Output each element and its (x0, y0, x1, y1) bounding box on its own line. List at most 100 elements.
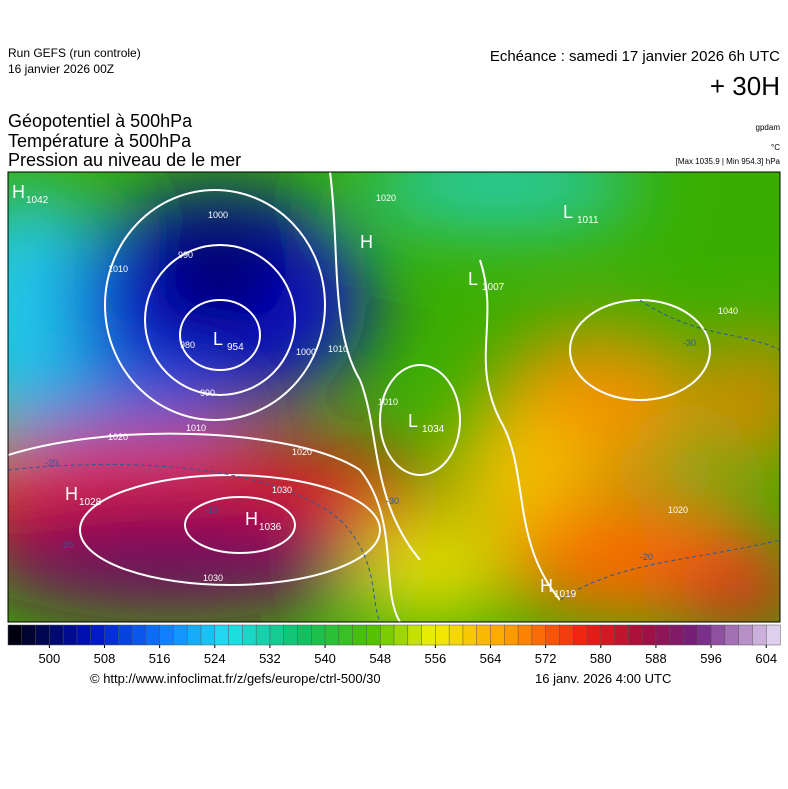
colorbar-cell (269, 624, 285, 646)
colorbar-cell (448, 624, 464, 646)
colorbar-cell (517, 624, 533, 646)
colorbar-cell (765, 624, 781, 646)
isobar-label: 1030 (203, 573, 223, 583)
colorbar-cell (159, 624, 174, 646)
colorbar-label: 508 (94, 651, 116, 666)
colorbar-label: 532 (259, 651, 281, 666)
title: Température à 500hPa (8, 131, 192, 151)
colorbar-cell (628, 624, 643, 646)
colorbar-cell (710, 624, 726, 646)
issued: 16 janv. 2026 4:00 UTC (535, 671, 671, 686)
center-value: 1028 (79, 497, 102, 508)
center-letter: L (408, 411, 418, 431)
colorbar-cell (641, 624, 657, 646)
colorbar-label: 588 (645, 651, 667, 666)
isobars (8, 172, 711, 622)
colorbar-cell (738, 624, 753, 646)
colorbar-cell (655, 624, 671, 646)
center-value: 954 (227, 342, 244, 353)
colorbar-label: 524 (204, 651, 226, 666)
colorbar-cell (559, 624, 574, 646)
center-letter: L (213, 329, 223, 349)
colorbar-label: 516 (149, 651, 171, 666)
colorbar-cell (572, 624, 588, 646)
colorbar-cell (324, 624, 340, 646)
center-letter: H (540, 576, 553, 596)
colorbar-label: 500 (39, 651, 61, 666)
colorbar-cell (504, 624, 519, 646)
colorbar-cell (683, 624, 698, 646)
colorbar-cell (545, 624, 560, 646)
isobar-label: 1020 (108, 432, 128, 442)
colorbar-cell (724, 624, 740, 646)
colorbar-cell (255, 624, 271, 646)
colorbar-cell (49, 624, 64, 646)
isobar-label: 990 (178, 250, 193, 260)
colorbar-cell (338, 624, 354, 646)
center-letter: H (65, 484, 78, 504)
colorbar-cell (586, 624, 602, 646)
colorbar-cell (145, 624, 161, 646)
run-date: 16 janvier 2026 00Z (8, 62, 114, 76)
colorbar-cell (7, 624, 23, 646)
center-letter: H (245, 509, 258, 529)
isobar-label: 1010 (328, 344, 348, 354)
colorbar-cell (407, 624, 423, 646)
colorbar-cell (311, 624, 326, 646)
colorbar-cell (186, 624, 202, 646)
unit: gpdam (756, 123, 781, 132)
isobar-label: 1000 (208, 210, 228, 220)
valid-time: Echéance : samedi 17 janvier 2026 6h UTC (490, 48, 780, 65)
isobar-label: 1020 (292, 447, 312, 457)
colorbar-cell (131, 624, 147, 646)
title: Géopotentiel à 500hPa (8, 111, 193, 131)
unit: °C (771, 143, 780, 152)
colorbar-cell (435, 624, 450, 646)
isobar-label: 1020 (376, 193, 396, 203)
center-letter: H (360, 232, 373, 252)
center-value: 1034 (422, 424, 445, 435)
colorbar-label: 604 (755, 651, 777, 666)
center-value: 1019 (554, 589, 577, 600)
colorbar-cell (669, 624, 685, 646)
colorbar-cell (200, 624, 216, 646)
isobar-label: 1010 (108, 264, 128, 274)
center-value: 1011 (577, 215, 599, 226)
colorbar-cell (366, 624, 381, 646)
colorbar-cell (421, 624, 436, 646)
colorbar-cell (173, 624, 188, 646)
colorbar-cell (62, 624, 78, 646)
isobar-label: 1020 (668, 505, 688, 515)
center-value: 1042 (26, 195, 49, 206)
isotherm-label: -20 (60, 540, 73, 550)
colorbar-cell (104, 624, 119, 646)
center-value: 1036 (259, 522, 282, 533)
colorbar-cell (76, 624, 92, 646)
colorbar-cell (697, 624, 712, 646)
colorbar-label: 564 (480, 651, 502, 666)
colorbar: 500 508 516 524 532 540 548 556 564 572 580 588 596 6… (7, 624, 781, 666)
isotherm-label: -10 (205, 505, 218, 515)
isobar-label: 1030 (272, 485, 292, 495)
unit: [Max 1035.9 | Min 954.3] hPa (676, 157, 781, 166)
isotherm-label: -30 (386, 496, 399, 506)
colorbar-label: 548 (369, 651, 391, 666)
isobar-label: 1040 (718, 306, 738, 316)
lead-time: + 30H (710, 71, 780, 101)
colorbar-cell (214, 624, 230, 646)
colorbar-cell (614, 624, 629, 646)
colorbar-cell (531, 624, 547, 646)
center-letter: H (12, 182, 25, 202)
isotherm-label: -20 (640, 552, 653, 562)
isobar-label: 1010 (186, 423, 206, 433)
colorbar-cell (379, 624, 395, 646)
colorbar-label: 540 (314, 651, 336, 666)
colorbar-cell (21, 624, 37, 646)
colorbar-cell (393, 624, 409, 646)
source: © http://www.infoclimat.fr/z/gefs/europe… (90, 671, 381, 686)
colorbar-cell (242, 624, 257, 646)
isotherm-label: -30 (683, 338, 696, 348)
colorbar-cell (283, 624, 299, 646)
